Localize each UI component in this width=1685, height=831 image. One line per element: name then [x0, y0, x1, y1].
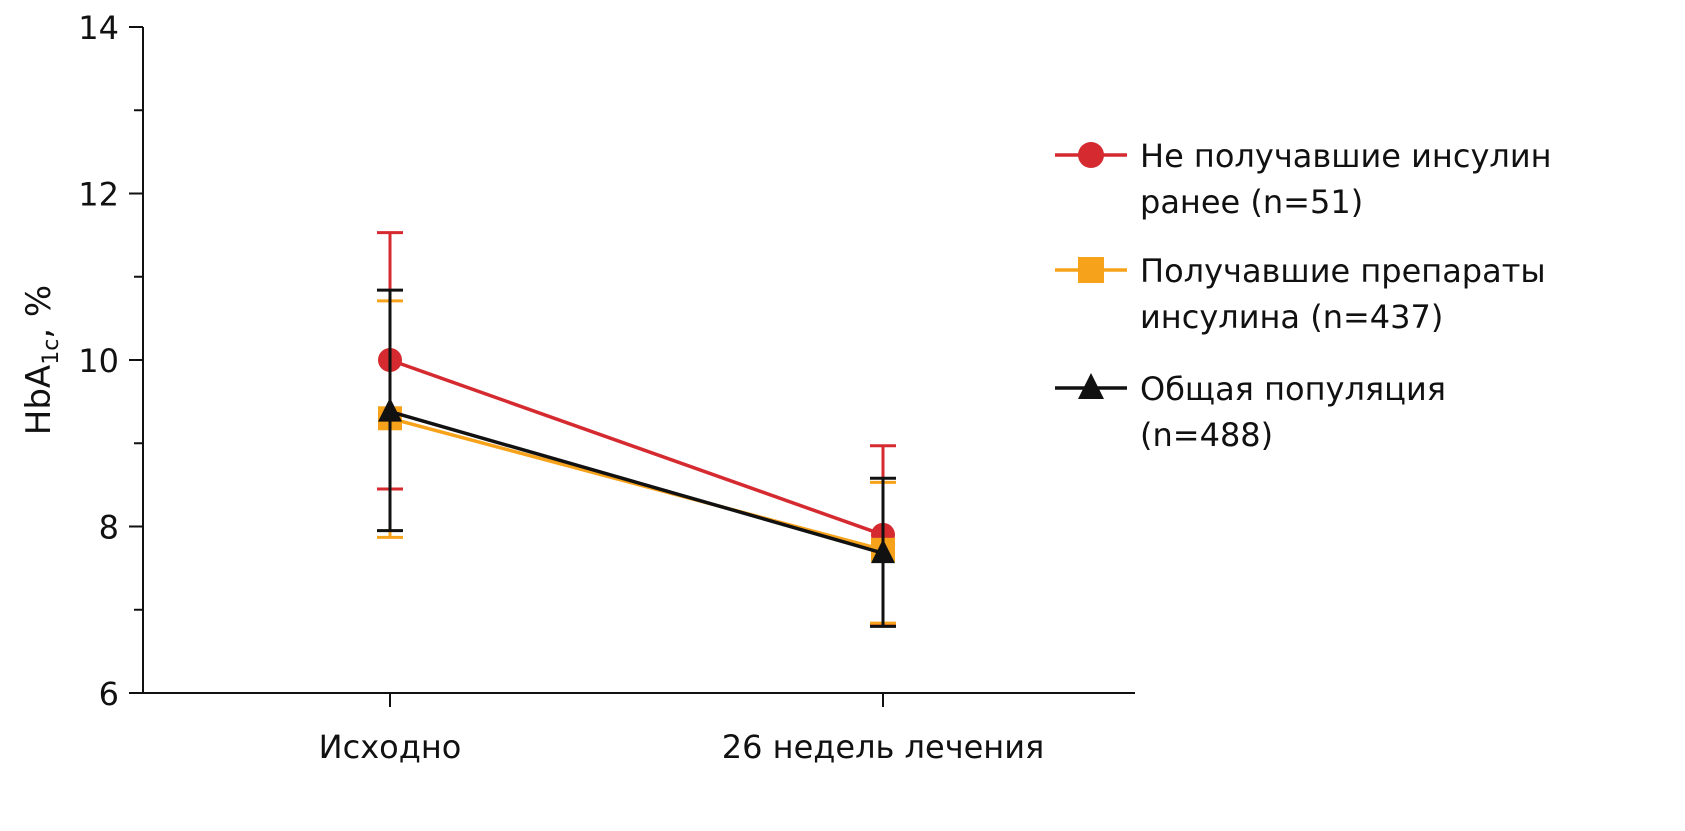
marker-triangle	[378, 397, 402, 422]
series-triangle	[377, 288, 896, 628]
legend-label-line1: Общая популяция	[1140, 370, 1446, 408]
y-tick-label: 6	[99, 675, 119, 713]
x-tick-label: Исходно	[319, 728, 462, 766]
legend-label-line2: (n=488)	[1140, 416, 1273, 454]
legend-label-line1: Не получавшие инсулин	[1140, 137, 1552, 175]
series-layer	[377, 231, 896, 628]
y-tick-label: 12	[78, 176, 119, 214]
y-tick-label: 14	[78, 9, 119, 47]
y-axis-label: HbA1c, %	[19, 285, 64, 435]
legend-entry: Не получавшие инсулин ранее (n=51)	[1055, 137, 1552, 221]
series-line	[389, 358, 884, 537]
legend: Не получавшие инсулин ранее (n=51) Получав…	[1055, 137, 1552, 454]
marker-triangle	[1078, 373, 1104, 399]
legend-label-line2: ранее (n=51)	[1140, 183, 1363, 221]
series-square	[377, 299, 896, 625]
legend-label-line1: Получавшие препараты	[1140, 252, 1546, 290]
series-circle	[377, 231, 896, 626]
y-tick-label: 10	[78, 342, 119, 380]
x-tick-label: 26 недель лечения	[722, 728, 1045, 766]
axes: 6 8 10 12 14 Исходно 26 недель лечения	[78, 9, 1135, 766]
marker-triangle	[871, 539, 895, 564]
legend-label-line2: инсулина (n=437)	[1140, 298, 1443, 336]
series-line	[389, 409, 884, 555]
legend-entry: Общая популяция (n=488)	[1055, 370, 1446, 454]
marker-circle	[1078, 142, 1104, 168]
y-tick-label: 8	[99, 509, 119, 547]
legend-entry: Получавшие препараты инсулина (n=437)	[1055, 252, 1546, 336]
marker-square	[1078, 257, 1104, 283]
